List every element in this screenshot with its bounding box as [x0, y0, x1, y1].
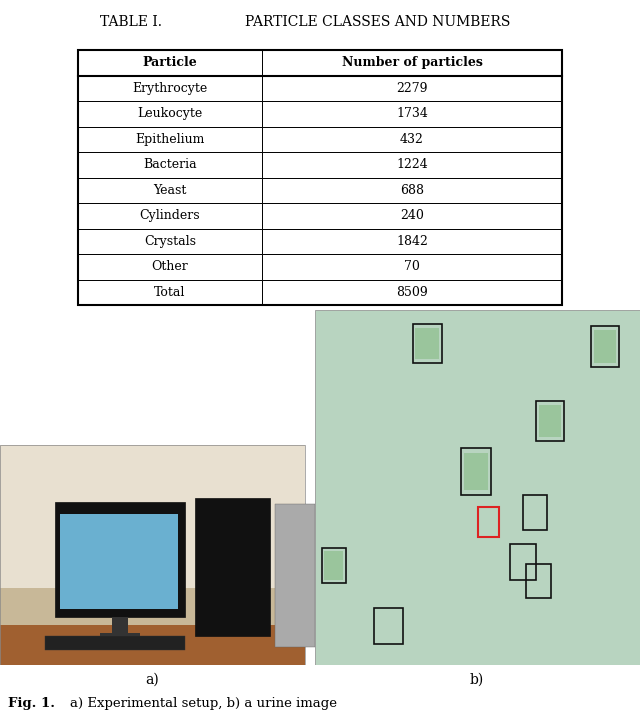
- Text: Crystals: Crystals: [144, 235, 196, 248]
- Bar: [526, 564, 550, 597]
- Bar: [78, 228, 262, 254]
- Bar: [112, 616, 128, 634]
- Bar: [262, 75, 562, 101]
- Text: Number of particles: Number of particles: [342, 57, 483, 70]
- Text: 1842: 1842: [396, 235, 428, 248]
- Bar: [591, 326, 619, 367]
- Text: 1734: 1734: [396, 107, 428, 120]
- Bar: [60, 514, 178, 608]
- Bar: [0, 445, 305, 588]
- Bar: [262, 50, 562, 75]
- Text: 1224: 1224: [396, 158, 428, 171]
- Bar: [324, 552, 344, 580]
- Bar: [461, 449, 490, 494]
- Text: a): a): [145, 673, 159, 687]
- Bar: [262, 228, 562, 254]
- Bar: [78, 280, 262, 305]
- Text: 8509: 8509: [396, 286, 428, 299]
- Bar: [262, 254, 562, 280]
- Bar: [78, 152, 262, 178]
- Text: PARTICLE CLASSES AND NUMBERS: PARTICLE CLASSES AND NUMBERS: [245, 15, 510, 29]
- Bar: [78, 178, 262, 203]
- Text: Particle: Particle: [143, 57, 197, 70]
- Bar: [78, 203, 262, 228]
- Text: TABLE I.: TABLE I.: [100, 15, 162, 29]
- Bar: [55, 502, 185, 616]
- Bar: [262, 280, 562, 305]
- Bar: [510, 544, 536, 580]
- Bar: [0, 626, 305, 665]
- Bar: [321, 548, 346, 584]
- Text: 432: 432: [400, 133, 424, 146]
- Text: Epithelium: Epithelium: [135, 133, 205, 146]
- Text: 2279: 2279: [396, 82, 428, 95]
- Bar: [536, 400, 564, 442]
- Bar: [315, 310, 640, 665]
- Text: 70: 70: [404, 260, 420, 273]
- Text: 688: 688: [400, 183, 424, 196]
- Bar: [262, 126, 562, 152]
- Bar: [275, 505, 315, 647]
- Bar: [195, 498, 270, 637]
- Bar: [262, 152, 562, 178]
- Bar: [415, 328, 439, 360]
- Bar: [523, 494, 547, 530]
- Bar: [78, 101, 262, 126]
- Text: Cylinders: Cylinders: [140, 210, 200, 223]
- Bar: [100, 633, 140, 637]
- Bar: [262, 101, 562, 126]
- Bar: [262, 178, 562, 203]
- Bar: [262, 203, 562, 228]
- Bar: [78, 254, 262, 280]
- Bar: [413, 324, 442, 363]
- Text: Erythrocyte: Erythrocyte: [132, 82, 207, 95]
- Text: a) Experimental setup, b) a urine image: a) Experimental setup, b) a urine image: [70, 697, 337, 710]
- Bar: [78, 50, 262, 75]
- Bar: [45, 637, 185, 650]
- Text: Leukocyte: Leukocyte: [138, 107, 203, 120]
- Text: 240: 240: [400, 210, 424, 223]
- Bar: [374, 608, 403, 644]
- Text: Bacteria: Bacteria: [143, 158, 196, 171]
- Bar: [594, 330, 616, 362]
- Text: Yeast: Yeast: [153, 183, 187, 196]
- Bar: [464, 453, 488, 490]
- Bar: [0, 445, 305, 665]
- Bar: [78, 126, 262, 152]
- Text: Total: Total: [154, 286, 186, 299]
- Bar: [0, 588, 305, 626]
- Text: Fig. 1.: Fig. 1.: [8, 697, 55, 710]
- Bar: [477, 507, 499, 537]
- Bar: [539, 405, 561, 437]
- Bar: [78, 75, 262, 101]
- Text: Other: Other: [152, 260, 188, 273]
- Text: b): b): [470, 673, 484, 687]
- Bar: [78, 50, 562, 305]
